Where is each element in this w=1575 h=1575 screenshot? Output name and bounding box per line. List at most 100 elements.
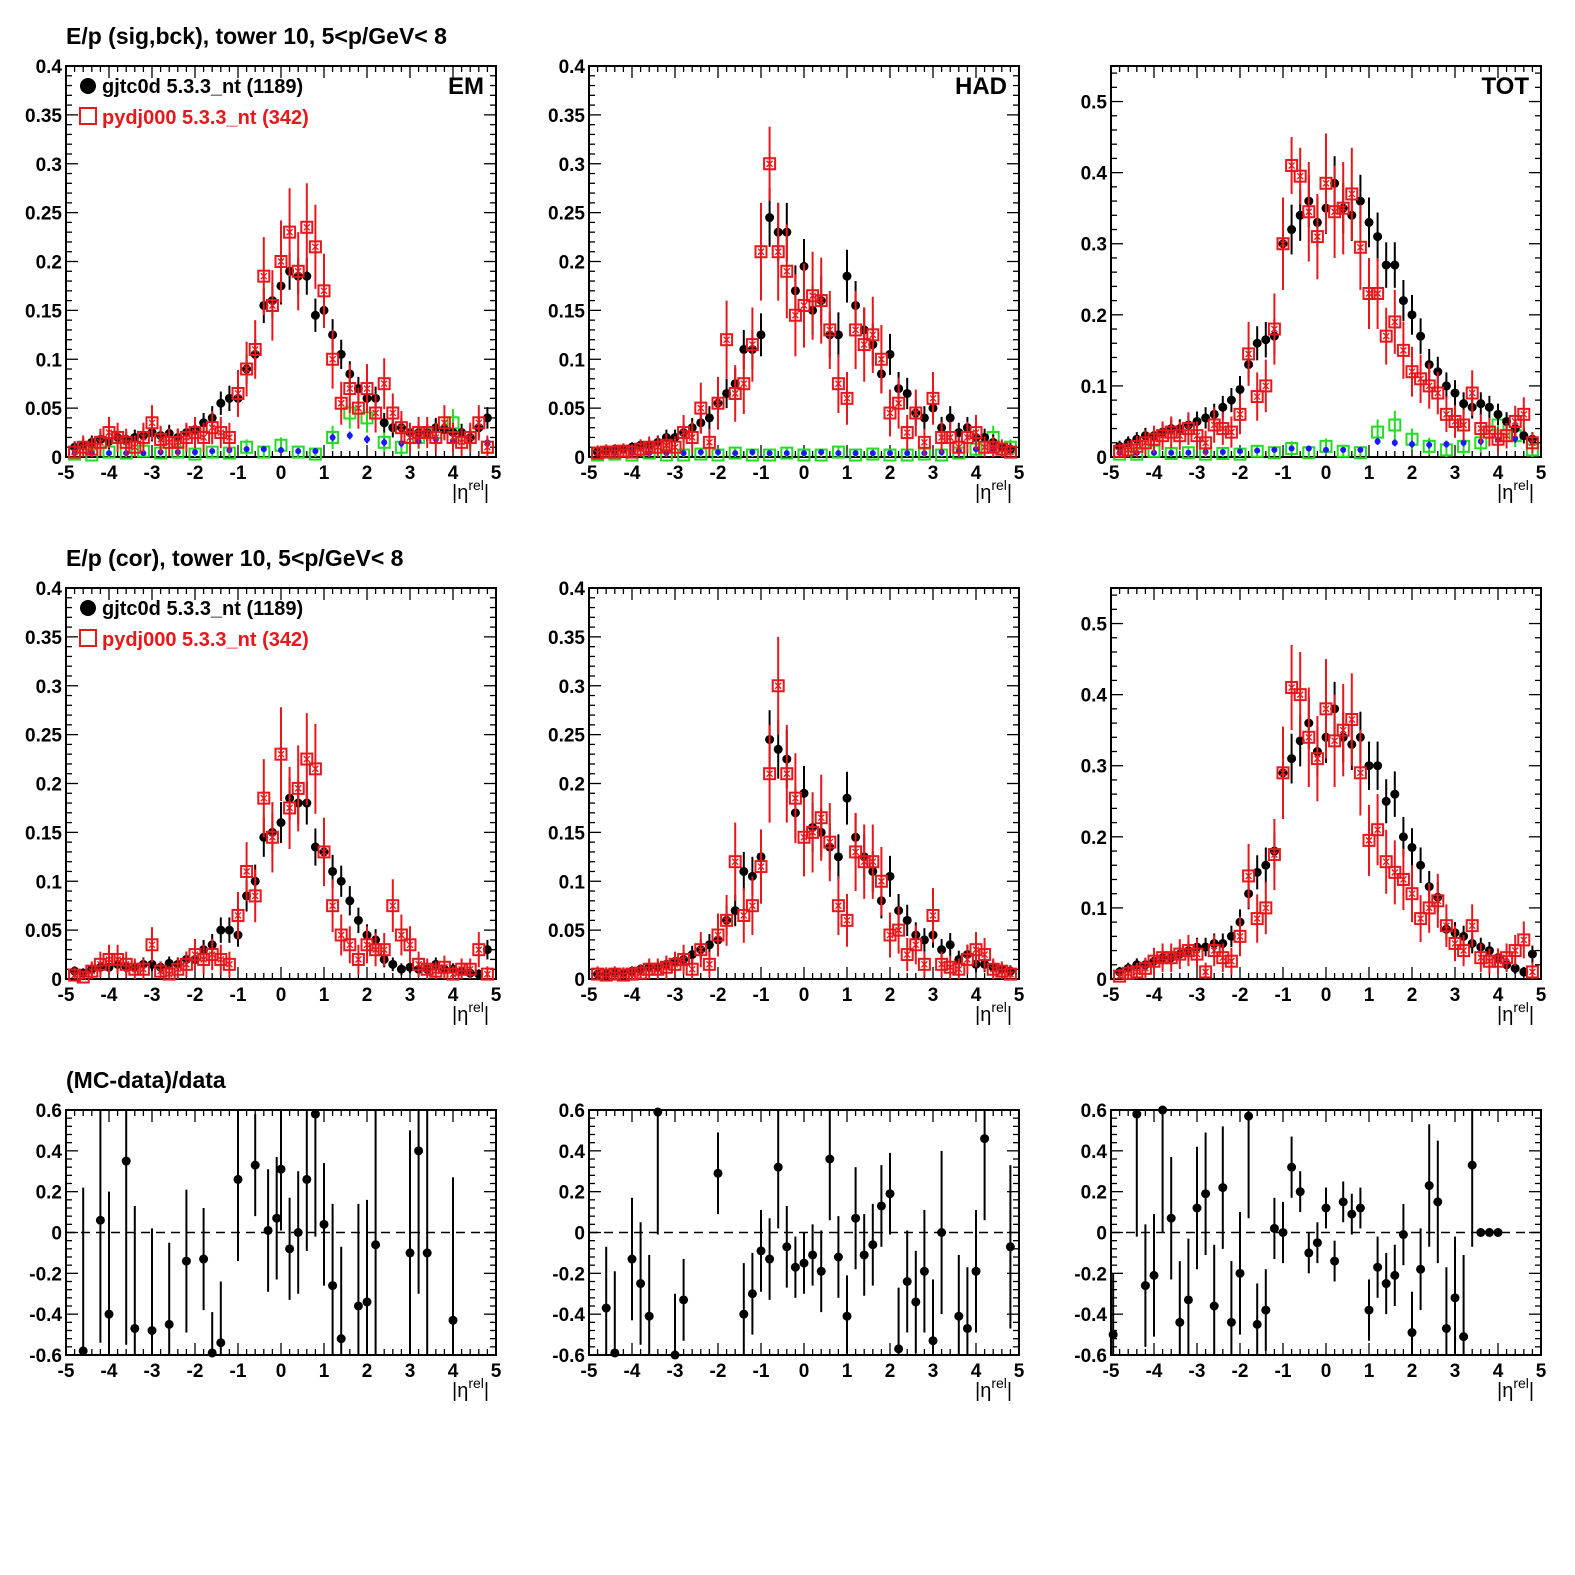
mc-point (1345, 187, 1359, 201)
mc-point-cross (1425, 904, 1433, 912)
mc-point-cross (286, 228, 294, 236)
mc-point (1190, 947, 1204, 961)
mc-point-cross (766, 770, 774, 778)
mc-point (1147, 954, 1161, 968)
mc-point-cross (1184, 425, 1192, 433)
mc-point (240, 362, 254, 376)
data-point (371, 1240, 381, 1250)
mc-point-cross (1425, 382, 1433, 390)
x-axis-title: |ηrel| (452, 1375, 489, 1402)
data-point (293, 1228, 303, 1237)
mc-point-cross (380, 380, 388, 388)
x-axis-title: |ηrel| (1497, 999, 1534, 1026)
mc-point-cross (1253, 915, 1261, 923)
mc-point (814, 811, 828, 825)
y-tick-label: 0.4 (36, 57, 63, 78)
mc-point-cross (243, 365, 251, 373)
mc-point-cross (1236, 410, 1244, 418)
mc-point (935, 957, 949, 971)
mc-point-cross (346, 385, 354, 393)
x-axis-title: |ηrel| (975, 999, 1012, 1026)
mc-point-cross (1503, 432, 1511, 440)
mc-point-cross (1176, 432, 1184, 440)
y-tick-label: 0.25 (548, 204, 585, 225)
mc-point (1491, 954, 1505, 968)
background-point (381, 439, 388, 446)
x-tick-label: 5 (491, 463, 502, 484)
series-data (1108, 1105, 1503, 1355)
data-point (937, 1228, 947, 1237)
mc-point-cross (774, 248, 782, 256)
mc-point-cross (1339, 204, 1347, 212)
mc-point (883, 406, 897, 420)
x-tick-label: -1 (1275, 463, 1292, 484)
data-point (1450, 388, 1460, 398)
mc-point-cross (440, 963, 448, 971)
data-point (945, 940, 955, 950)
x-tick-label: 5 (491, 1361, 502, 1382)
mc-point (668, 440, 682, 454)
mc-point (420, 962, 434, 976)
mc-point-cross (234, 390, 242, 397)
mc-point (1482, 425, 1496, 439)
mc-point (960, 952, 974, 966)
mc-point-cross (1006, 448, 1014, 456)
y-tick-label: 0 (1096, 1224, 1107, 1245)
x-tick-label: 0 (276, 985, 287, 1006)
mc-point-cross (1460, 947, 1468, 955)
mc-point (1439, 919, 1453, 933)
data-point (216, 925, 226, 935)
mc-point (1371, 425, 1385, 439)
mc-point (1003, 445, 1017, 459)
data-point (388, 959, 398, 969)
mc-point (1396, 872, 1410, 886)
panel-label: EM (448, 73, 484, 100)
mc-point (1199, 965, 1213, 979)
data-point (765, 1254, 775, 1264)
mc-point (1491, 432, 1505, 446)
mc-point (849, 845, 863, 859)
mc-point (771, 679, 785, 693)
mc-point (300, 752, 314, 766)
x-tick-label: 4 (971, 985, 982, 1006)
mc-point (136, 962, 150, 976)
x-tick-label: -1 (230, 1361, 247, 1382)
mc-point (926, 908, 940, 922)
mc-point (85, 964, 99, 978)
data-point (980, 1134, 990, 1144)
mc-point-cross (895, 926, 903, 934)
mc-point-cross (415, 429, 423, 437)
mc-point-cross (886, 409, 894, 417)
mc-point (694, 401, 708, 415)
data-point (1510, 963, 1520, 973)
mc-point-cross (903, 951, 911, 959)
mc-point-cross (757, 248, 765, 256)
mc-point-cross (963, 955, 971, 963)
mc-point (711, 396, 725, 410)
x-tick-label: -3 (667, 463, 684, 484)
mc-point (1147, 432, 1161, 446)
data-point (790, 1262, 800, 1272)
data-point (1252, 1319, 1262, 1329)
mc-point-cross (895, 399, 903, 407)
data-point (653, 1107, 663, 1117)
mc-point (883, 448, 897, 462)
x-tick-label: 4 (971, 463, 982, 484)
mc-point (386, 406, 400, 420)
mc-point (1379, 855, 1393, 869)
y-tick-label: 0.15 (548, 823, 585, 844)
mc-point-cross (1253, 393, 1261, 401)
mc-point (145, 416, 159, 430)
background-point (278, 447, 284, 454)
mc-point (1276, 237, 1290, 251)
data-point (379, 418, 389, 428)
data-point (808, 1250, 818, 1260)
mc-point (892, 923, 906, 937)
mc-point-cross (602, 971, 610, 979)
mc-point-cross (251, 346, 259, 353)
mc-point (702, 957, 716, 971)
data-point (1108, 1330, 1118, 1340)
mc-point (909, 406, 923, 420)
mc-point-cross (680, 429, 688, 437)
mc-point-cross (88, 445, 96, 453)
